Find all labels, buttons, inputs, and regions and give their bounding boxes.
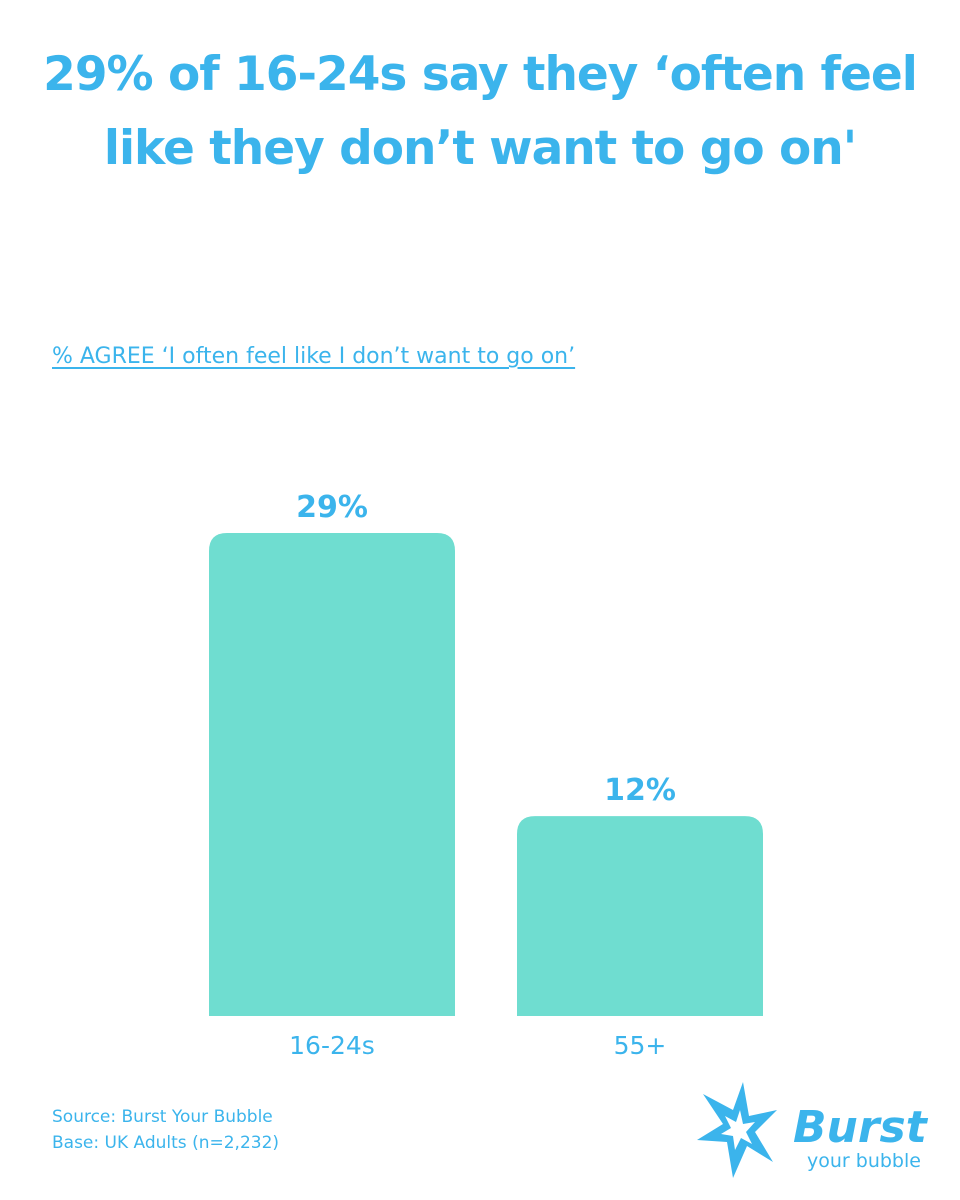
logo-word-burst: Burst <box>793 1102 929 1153</box>
source-text: Source: Burst Your Bubble <box>52 1107 273 1127</box>
bar-16-24s <box>209 533 455 1016</box>
brand-logo: Burst your bubble <box>695 1080 955 1180</box>
bar-55+ <box>517 816 763 1016</box>
chart-subtitle: % AGREE ‘I often feel like I don’t want … <box>52 344 576 369</box>
page-title: 29% of 16-24s say they ‘often feel like … <box>43 47 918 176</box>
category-label: 55+ <box>614 1031 667 1060</box>
data-label: 12% <box>604 773 676 808</box>
base-text: Base: UK Adults (n=2,232) <box>52 1133 280 1153</box>
data-label: 29% <box>296 490 368 525</box>
category-label: 16-24s <box>289 1031 375 1060</box>
logo-word-bubble: your bubble <box>807 1150 921 1172</box>
footer: Source: Burst Your Bubble Base: UK Adult… <box>52 1104 279 1156</box>
star-burst-icon <box>697 1082 777 1178</box>
